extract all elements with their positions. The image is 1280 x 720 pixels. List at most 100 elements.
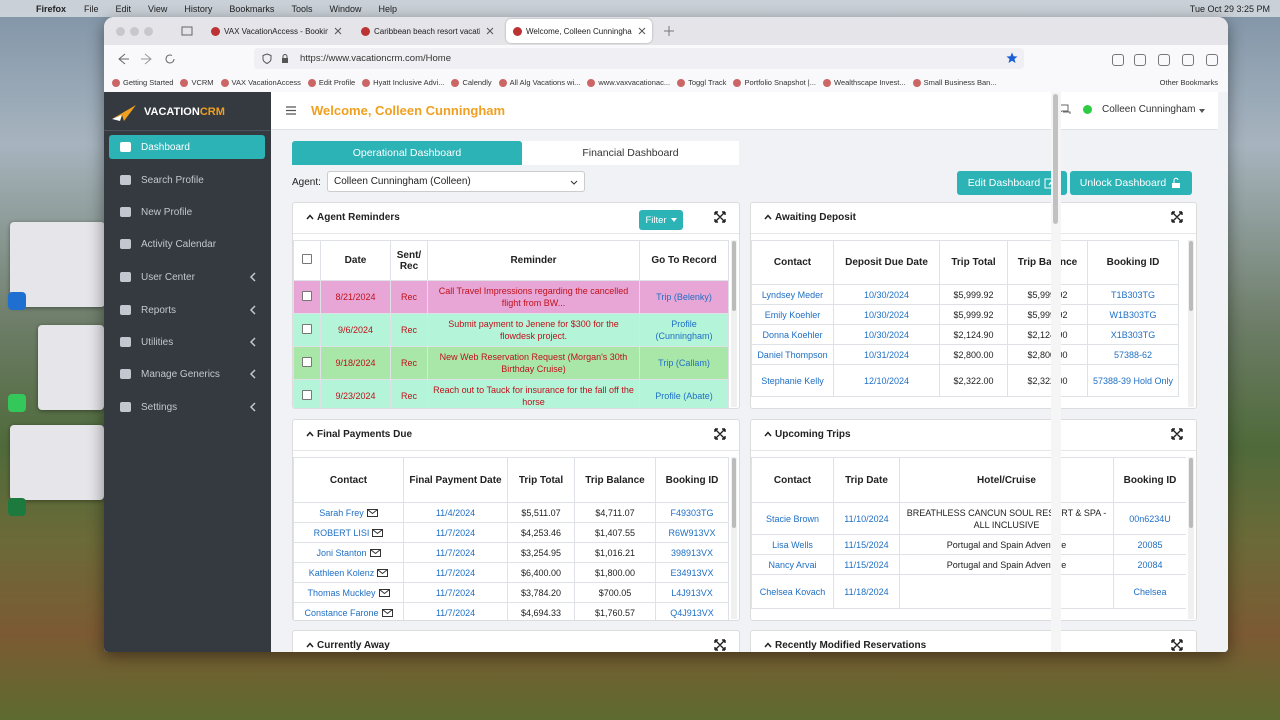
link[interactable]: Trip (Callam) <box>658 358 710 368</box>
checkbox[interactable] <box>302 323 312 334</box>
toolbar-icon[interactable] <box>1158 54 1170 66</box>
header-cell[interactable]: Booking ID <box>1087 240 1179 285</box>
header-cell[interactable]: Final Payment Date <box>403 457 508 503</box>
window-control[interactable] <box>116 27 125 36</box>
checkbox[interactable] <box>302 290 312 301</box>
header-cell[interactable]: Hotel/Cruise <box>899 457 1114 503</box>
link[interactable]: 10/31/2024 <box>863 349 910 360</box>
link[interactable]: 10/30/2024 <box>863 329 910 340</box>
sidebar-item[interactable]: Activity Calendar <box>109 232 265 256</box>
link[interactable]: 11/7/2024 <box>435 587 476 598</box>
header-cell[interactable]: Trip Balance <box>1007 240 1088 285</box>
header-cell[interactable]: Trip Total <box>939 240 1008 285</box>
header-cell[interactable]: Reminder <box>427 240 640 281</box>
header-cell[interactable]: Contact <box>293 457 404 503</box>
link[interactable]: 10/30/2024 <box>863 289 910 300</box>
link[interactable]: 11/7/2024 <box>435 607 476 618</box>
header-cell[interactable]: Go To Record <box>639 240 729 281</box>
sidebar-item[interactable]: Settings <box>109 395 265 419</box>
header-cell[interactable]: Sent/ Rec <box>390 240 428 281</box>
toolbar-icon[interactable] <box>1112 54 1124 66</box>
other-bookmarks[interactable]: Other Bookmarks <box>1159 78 1218 87</box>
sidebar-item[interactable]: Utilities <box>109 330 265 354</box>
header-cell[interactable]: Booking ID <box>655 457 729 503</box>
bookmark[interactable]: Hyatt Inclusive Advi... <box>362 78 444 87</box>
menu-item[interactable]: Tools <box>291 3 313 14</box>
link[interactable]: R6W913VX <box>668 527 716 538</box>
tab-financial[interactable]: Financial Dashboard <box>522 141 739 165</box>
link[interactable]: T1B303TG <box>1110 289 1156 300</box>
link[interactable]: Donna Koehler <box>762 329 823 340</box>
browser-tab[interactable]: VAX VacationAccess - Booking <box>204 21 348 41</box>
link[interactable]: X1B303TG <box>1110 329 1156 340</box>
dashboard-button[interactable]: Edit Dashboard <box>957 171 1067 195</box>
link[interactable]: Chelsea <box>1133 586 1167 597</box>
checkbox[interactable] <box>302 356 312 367</box>
toolbar-icon[interactable] <box>1182 54 1194 66</box>
agent-select[interactable]: Colleen Cunningham (Colleen) <box>327 171 585 192</box>
header-cell[interactable]: Contact <box>751 457 834 503</box>
bookmark[interactable]: VAX VacationAccess <box>220 78 301 87</box>
sidebar-item[interactable]: Search Profile <box>109 168 265 192</box>
link[interactable]: Stacie Brown <box>765 513 820 524</box>
bookmark[interactable]: Getting Started <box>112 78 173 87</box>
link[interactable]: Daniel Thompson <box>757 349 828 360</box>
link[interactable]: E34913VX <box>670 567 714 578</box>
bookmark[interactable]: VCRM <box>180 78 214 87</box>
link[interactable]: Emily Koehler <box>764 309 821 320</box>
sidebar-item[interactable]: User Center <box>109 265 265 289</box>
menu-item[interactable]: Edit <box>115 3 132 14</box>
header-cell[interactable]: Trip Date <box>833 457 900 503</box>
header-cell[interactable]: Date <box>320 240 391 281</box>
tab-operational[interactable]: Operational Dashboard <box>292 141 522 165</box>
link[interactable]: Kathleen Kolenz <box>308 567 375 578</box>
bookmark[interactable]: Small Business Ban... <box>912 78 997 87</box>
link[interactable]: Lyndsey Meder <box>761 289 824 300</box>
link[interactable]: 12/10/2024 <box>863 375 910 386</box>
link[interactable]: 11/7/2024 <box>435 547 476 558</box>
menu-item[interactable]: Help <box>378 3 397 14</box>
link[interactable]: L4J913VX <box>671 587 713 598</box>
url-bar[interactable]: https://www.vacationcrm.com/Home <box>254 48 1024 69</box>
link[interactable]: 10/30/2024 <box>863 309 910 320</box>
header-cell[interactable]: Trip Total <box>507 457 575 503</box>
toolbar-icon[interactable] <box>1134 54 1146 66</box>
bookmark[interactable]: www.vaxvacationac... <box>587 78 670 87</box>
sidebar-item[interactable]: Dashboard <box>109 135 265 159</box>
link[interactable]: Thomas Muckley <box>307 587 376 598</box>
link[interactable]: Q4J913VX <box>670 607 714 618</box>
link[interactable]: 00n6234U <box>1129 513 1171 524</box>
app-icon[interactable] <box>8 394 26 412</box>
sidebar-item[interactable]: Manage Generics <box>109 362 265 386</box>
checkbox[interactable] <box>302 254 312 264</box>
sidebar-item[interactable]: Reports <box>109 298 265 322</box>
toolbar-icon[interactable] <box>1206 54 1218 66</box>
link[interactable]: 11/15/2024 <box>844 539 889 550</box>
menu-item[interactable]: Window <box>329 3 362 14</box>
link[interactable]: Constance Farone <box>304 607 379 618</box>
link[interactable]: 20085 <box>1137 539 1163 550</box>
window-control[interactable] <box>144 27 153 36</box>
link[interactable]: Sarah Frey <box>319 507 364 518</box>
link[interactable]: Profile (Cunningham) <box>655 319 713 341</box>
user-menu[interactable]: Colleen Cunningham <box>1102 104 1196 115</box>
bookmark[interactable]: All Alg Vacations wi... <box>498 78 580 87</box>
link[interactable]: 11/7/2024 <box>435 527 476 538</box>
link[interactable]: F49303TG <box>670 507 714 518</box>
link[interactable]: Lisa Wells <box>772 539 813 550</box>
link[interactable]: Chelsea Kovach <box>759 586 826 597</box>
menu-app[interactable]: Firefox <box>36 3 67 14</box>
header-cell[interactable]: Booking ID <box>1113 457 1186 503</box>
link[interactable]: 11/10/2024 <box>844 513 889 524</box>
checkbox[interactable] <box>302 389 312 400</box>
browser-tab[interactable]: Caribbean beach resort vacatio <box>354 21 500 41</box>
link[interactable]: Trip (Belenky) <box>656 292 712 302</box>
link[interactable]: 398913VX <box>670 547 714 558</box>
link[interactable]: 57388-62 <box>1113 349 1153 360</box>
menu-item[interactable]: View <box>148 3 168 14</box>
link[interactable]: 11/7/2024 <box>435 567 476 578</box>
link[interactable]: 57388-39 Hold Only <box>1092 375 1174 386</box>
link[interactable]: Nancy Arvai <box>768 559 817 570</box>
bookmark[interactable]: Edit Profile <box>307 78 355 87</box>
link[interactable]: 11/4/2024 <box>435 507 476 518</box>
